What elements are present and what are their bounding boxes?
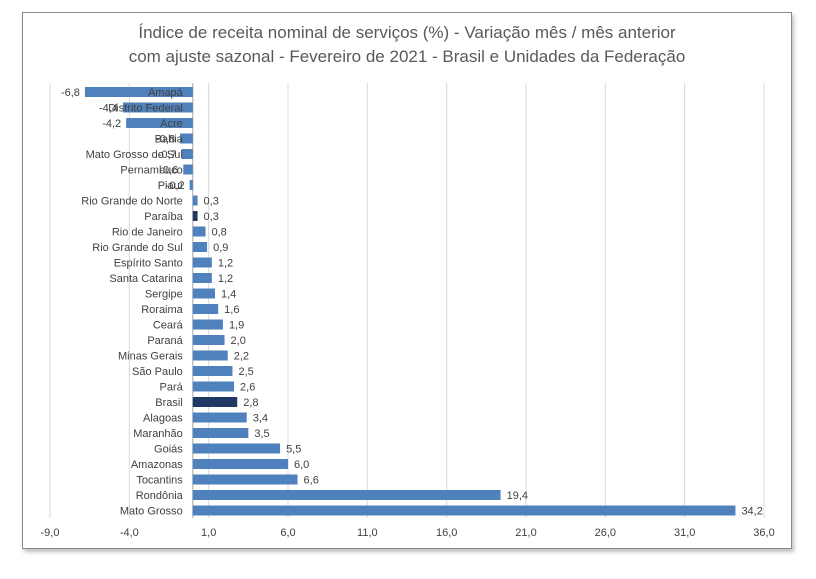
- value-label: -4,2: [102, 118, 121, 130]
- x-tick-label: 16,0: [436, 527, 457, 539]
- bar: [192, 319, 223, 330]
- value-label: 34,2: [741, 506, 762, 518]
- x-tick-label: 26,0: [595, 527, 616, 539]
- value-label: 2,8: [243, 397, 258, 409]
- value-label: 3,4: [253, 413, 268, 425]
- category-label: Mato Grosso: [120, 506, 183, 518]
- value-label: 19,4: [507, 490, 528, 502]
- x-tick-label: -9,0: [41, 527, 60, 539]
- value-label: 0,8: [211, 227, 226, 239]
- x-tick-label: 21,0: [515, 527, 536, 539]
- bar: [192, 288, 216, 299]
- value-label: 1,6: [224, 304, 239, 316]
- x-tick-label: 1,0: [201, 527, 216, 539]
- x-tick-label: 31,0: [674, 527, 695, 539]
- category-label: Roraima: [141, 304, 183, 316]
- chart-title-line-2: com ajuste sazonal - Fevereiro de 2021 -…: [128, 47, 686, 66]
- category-label: Maranhão: [133, 428, 183, 440]
- chart-frame: Índice de receita nominal de serviços (%…: [22, 12, 792, 549]
- category-label: Amazonas: [131, 459, 183, 471]
- value-label: -0,2: [166, 180, 185, 192]
- category-label: São Paulo: [132, 366, 183, 378]
- category-label: Santa Catarina: [109, 273, 183, 285]
- bar: [122, 102, 193, 113]
- category-label: Alagoas: [143, 413, 183, 425]
- bar: [192, 505, 736, 516]
- value-label: 1,9: [229, 320, 244, 332]
- category-label: Acre: [160, 118, 183, 130]
- bar: [192, 412, 247, 423]
- value-label: 6,0: [294, 459, 309, 471]
- category-label: Sergipe: [145, 289, 183, 301]
- category-label: Pernambuco: [120, 165, 182, 177]
- value-label: -4,4: [99, 103, 118, 115]
- value-label: 0,3: [204, 211, 219, 223]
- bar: [192, 195, 198, 206]
- category-label: Rio de Janeiro: [112, 227, 183, 239]
- category-label: Distrito Federal: [108, 103, 183, 115]
- value-label: 1,4: [221, 289, 236, 301]
- bar: [192, 350, 228, 361]
- bar: [84, 87, 193, 97]
- value-label: 3,5: [254, 428, 269, 440]
- category-label: Bahia: [155, 134, 184, 146]
- x-tick-label: 36,0: [753, 527, 774, 539]
- bar: [183, 164, 193, 175]
- value-label: 0,9: [213, 242, 228, 254]
- bar: [192, 397, 238, 407]
- bar: [192, 474, 298, 485]
- value-label: 0,3: [204, 196, 219, 208]
- category-label: Rio Grande do Norte: [81, 196, 183, 208]
- value-label: -0,7: [158, 149, 177, 161]
- value-label: 1,2: [218, 258, 233, 270]
- bar: [180, 133, 193, 144]
- x-tick-label: -4,0: [120, 527, 139, 539]
- category-label: Goiás: [154, 444, 183, 456]
- value-label: 2,6: [240, 382, 255, 394]
- category-label: Mato Grosso do Sul: [86, 149, 183, 161]
- bar-chart: -9,0 -4,0 1,0 6,0 11,0 16,0 21,0 26,0 31,0 36,0 Am…: [41, 83, 775, 539]
- bar: [192, 366, 233, 376]
- bar: [192, 381, 235, 392]
- category-label: Ceará: [153, 320, 184, 332]
- value-label: 2,2: [234, 351, 249, 363]
- x-tick-label: 11,0: [357, 527, 378, 539]
- bar: [192, 257, 212, 268]
- chart-title-line-1: Índice de receita nominal de serviços (%…: [138, 23, 676, 42]
- category-label: Espírito Santo: [114, 258, 183, 270]
- category-label: Paraíba: [144, 211, 183, 223]
- category-label: Tocantins: [136, 475, 183, 487]
- bar: [192, 226, 206, 237]
- category-label: Brasil: [155, 397, 183, 409]
- category-label: Paraná: [147, 335, 183, 347]
- bar: [192, 459, 288, 469]
- value-label: 2,0: [231, 335, 246, 347]
- value-label: -0,8: [156, 134, 175, 146]
- bar: [126, 118, 193, 128]
- value-label: -0,6: [159, 165, 178, 177]
- category-label: Rio Grande do Sul: [92, 242, 183, 254]
- category-label: Rondônia: [136, 490, 184, 502]
- category-label: Amapá: [148, 87, 184, 99]
- category-label: Piauí: [158, 180, 183, 192]
- bar: [192, 211, 198, 221]
- category-label: Pará: [160, 382, 184, 394]
- value-label: 5,5: [286, 444, 301, 456]
- bar: [189, 180, 193, 190]
- chart-title: Índice de receita nominal de serviços (%…: [23, 21, 791, 69]
- bar: [192, 335, 225, 345]
- value-label: 1,2: [218, 273, 233, 285]
- value-label: 2,5: [238, 366, 253, 378]
- bar: [192, 443, 281, 454]
- value-label: -6,8: [61, 87, 80, 99]
- bar: [192, 490, 501, 500]
- bar: [192, 242, 208, 252]
- x-tick-label: 6,0: [280, 527, 295, 539]
- value-label: 6,6: [304, 475, 319, 487]
- bar: [192, 304, 219, 314]
- bar: [192, 273, 212, 283]
- bar: [192, 428, 249, 438]
- category-label: Minas Gerais: [118, 351, 183, 363]
- bar: [181, 149, 193, 159]
